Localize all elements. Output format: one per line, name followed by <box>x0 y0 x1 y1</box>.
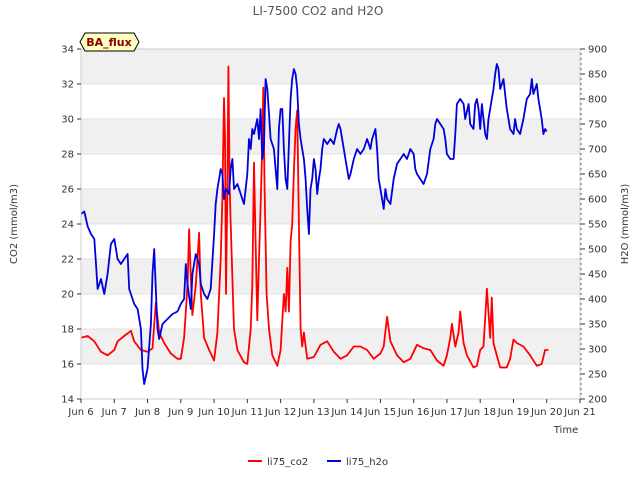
x-tick-label: Jun 12 <box>264 407 297 418</box>
x-tick-label: Jun 6 <box>67 407 93 418</box>
y-axis-right-title: H2O (mmol/m3) <box>620 184 631 265</box>
series-lines <box>80 63 549 385</box>
x-tick-label: Jun 21 <box>563 407 596 418</box>
y-left-tick-label: 22 <box>61 255 74 266</box>
y-right-tick-label: 200 <box>588 395 607 406</box>
y-right-tick-label: 300 <box>588 345 607 356</box>
y-left-tick-label: 14 <box>61 395 74 406</box>
legend: li75_co2 li75_h2o <box>248 457 388 468</box>
y-axis-left: 14 16 18 20 22 24 26 28 30 32 34 <box>61 45 81 406</box>
x-tick-label: Jun 10 <box>197 407 230 418</box>
x-tick-label: Jun 9 <box>167 407 193 418</box>
y-right-tick-label: 400 <box>588 295 607 306</box>
y-left-tick-label: 24 <box>61 220 74 231</box>
x-tick-label: Jun 16 <box>397 407 430 418</box>
badge-label: BA_flux <box>86 36 131 49</box>
y-right-tick-label: 600 <box>588 195 607 206</box>
x-tick-label: Jun 13 <box>297 407 330 418</box>
y-right-tick-label: 650 <box>588 170 607 181</box>
y-left-tick-label: 26 <box>61 185 74 196</box>
badge: BA_flux <box>79 32 140 52</box>
background-band <box>81 49 580 84</box>
x-tick-label: Jun 7 <box>101 407 127 418</box>
y-right-tick-label: 900 <box>588 45 607 56</box>
series-line-li75_co2 <box>80 65 549 369</box>
y-axis-left-title: CO2 (mmol/m3) <box>9 184 20 264</box>
x-tick-label: Jun 8 <box>134 407 160 418</box>
y-right-tick-label: 350 <box>588 320 607 331</box>
x-tick-label: Jun 20 <box>530 407 563 418</box>
y-left-tick-label: 32 <box>61 80 74 91</box>
background-band <box>81 259 580 294</box>
background-band <box>81 189 580 224</box>
y-right-tick-label: 250 <box>588 370 607 381</box>
y-right-tick-label: 700 <box>588 145 607 156</box>
x-axis: Jun 6 Jun 7 Jun 8 Jun 9 Jun 10 Jun 11 Jun 12 Ju… <box>67 399 596 418</box>
x-tick-label: Jun 15 <box>364 407 397 418</box>
x-tick-label: Jun 14 <box>330 407 363 418</box>
legend-label-co2: li75_co2 <box>267 457 308 468</box>
x-tick-label: Jun 18 <box>463 407 496 418</box>
y-left-tick-label: 18 <box>61 325 74 336</box>
x-axis-title: Time <box>553 425 578 436</box>
y-right-tick-label: 800 <box>588 95 607 106</box>
y-left-tick-label: 30 <box>61 115 74 126</box>
y-axis-right: 200 250 300 350 400 450 500 550 600 650 700 750 800 8… <box>580 45 607 406</box>
background-bands <box>81 49 580 364</box>
y-right-tick-label: 450 <box>588 270 607 281</box>
x-tick-label: Jun 17 <box>430 407 463 418</box>
chart-title: LI-7500 CO2 and H2O <box>253 4 384 18</box>
x-tick-label: Jun 11 <box>231 407 264 418</box>
legend-label-h2o: li75_h2o <box>346 457 388 468</box>
y-left-tick-label: 20 <box>61 290 74 301</box>
y-right-tick-label: 550 <box>588 220 607 231</box>
y-right-tick-label: 850 <box>588 70 607 81</box>
y-left-tick-label: 34 <box>61 45 74 56</box>
background-band <box>81 119 580 154</box>
y-right-tick-label: 750 <box>588 120 607 131</box>
series-line-li75_h2o <box>80 63 548 385</box>
x-tick-label: Jun 19 <box>497 407 530 418</box>
grid-lines <box>81 48 580 400</box>
badge-shape <box>79 32 140 52</box>
y-left-tick-label: 16 <box>61 360 74 371</box>
y-left-tick-label: 28 <box>61 150 74 161</box>
y-right-tick-label: 500 <box>588 245 607 256</box>
